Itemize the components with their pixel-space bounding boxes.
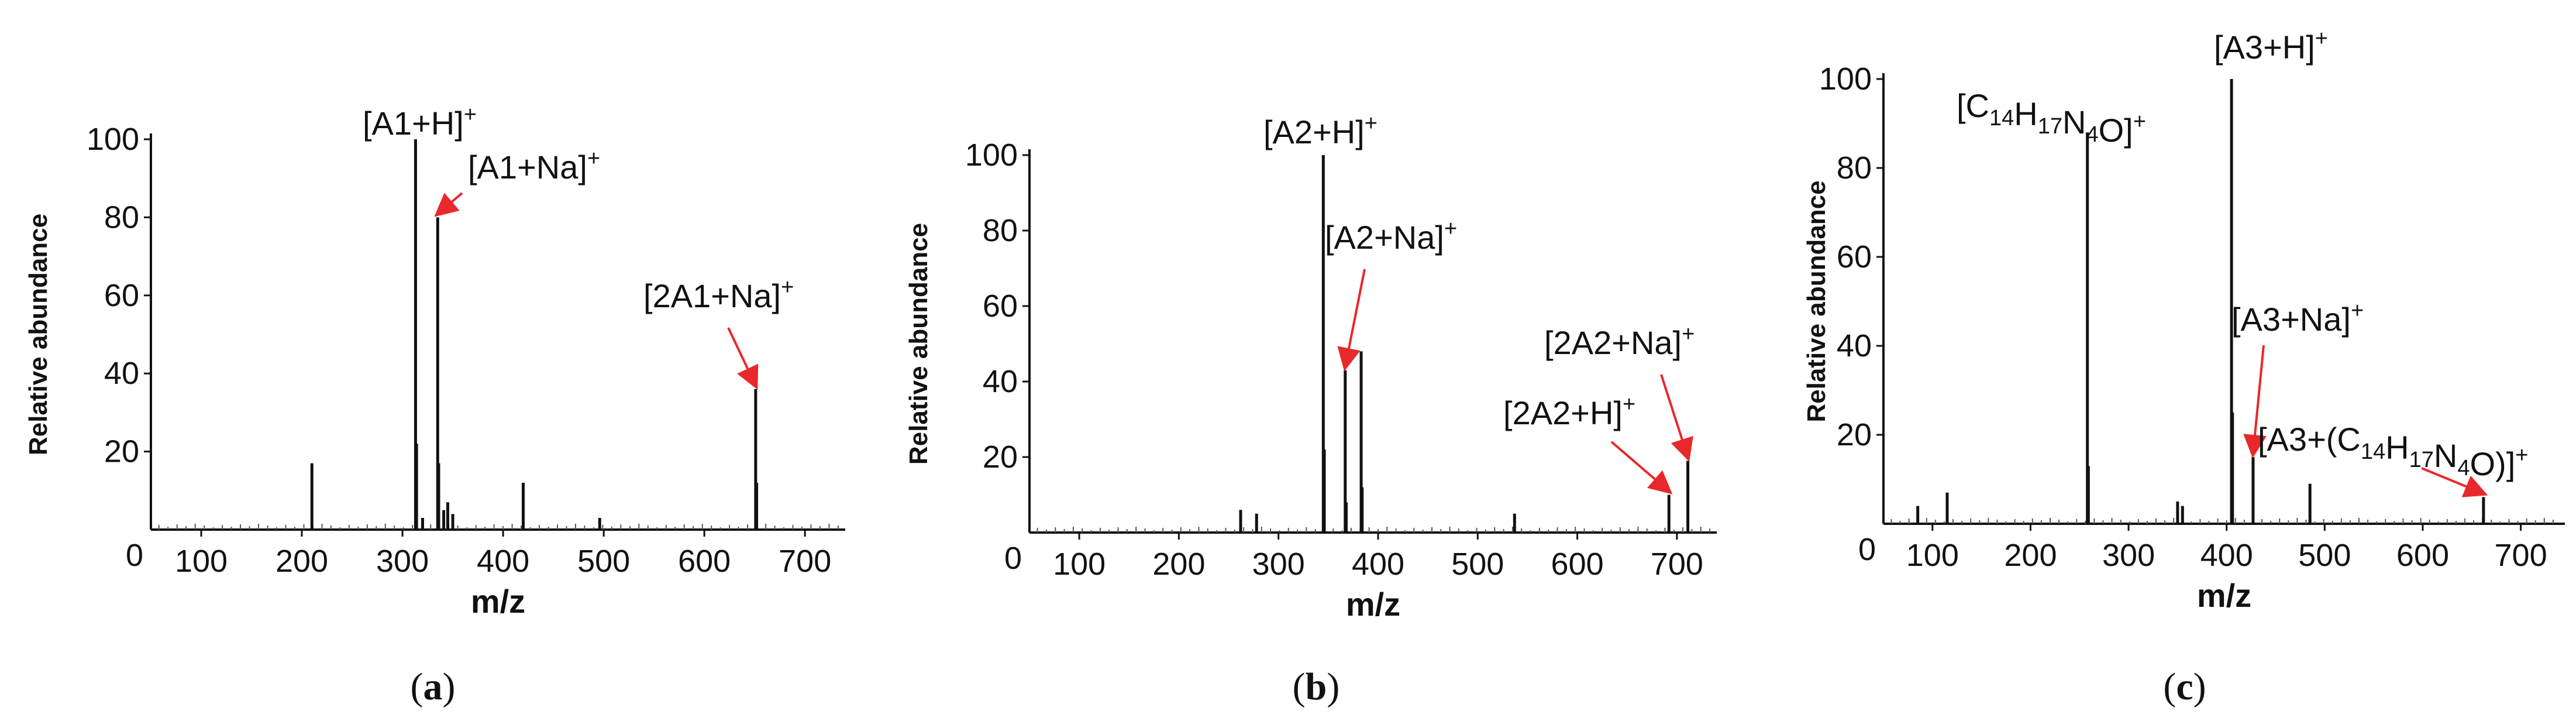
y-axis-title: Relative abundance [1802, 180, 1831, 422]
x-tick-label: 100 [1053, 547, 1106, 582]
peak-annotation: [A1+Na]+ [468, 146, 600, 186]
annotation-arrow [1610, 441, 1673, 495]
y-tick-label: 60 [1837, 239, 1872, 274]
x-tick-label: 200 [2004, 538, 2057, 573]
x-axis-title: m/z [1346, 586, 1400, 623]
x-tick-label: 300 [1252, 547, 1305, 582]
origin-zero-label: 0 [1004, 541, 1022, 576]
peak-annotation: [A3+(C14H17N4O)]+ [2258, 421, 2528, 482]
y-tick-label: 100 [87, 122, 139, 157]
spectrum-panel: 100 200 300 400 500 600 700 0 20 40 60 80 100 m/z Rela… [24, 102, 845, 708]
annotation-arrow [2243, 345, 2267, 458]
peak-annotation: [A3+H]+ [2214, 26, 2328, 66]
y-tick-label: 60 [104, 278, 139, 313]
peak-annotation: [A2+Na]+ [1325, 217, 1457, 256]
panel-label: (b) [1293, 665, 1340, 708]
peak-annotation: [2A2+Na]+ [1544, 322, 1695, 361]
x-tick-label: 300 [376, 544, 429, 579]
x-tick-label: 400 [477, 544, 529, 579]
peak-annotation: [2A2+H]+ [1503, 392, 1635, 431]
x-tick-label: 600 [1551, 547, 1604, 582]
y-tick-label: 40 [983, 364, 1018, 399]
panel-label: (c) [2163, 665, 2206, 708]
peak-annotation: [A2+H]+ [1263, 111, 1377, 150]
origin-zero-label: 0 [126, 538, 143, 573]
x-tick-label: 400 [2200, 538, 2253, 573]
y-tick-label: 20 [983, 439, 1018, 475]
annotation-arrow [727, 327, 759, 390]
annotation-arrow [1660, 374, 1693, 462]
x-tick-label: 400 [1352, 547, 1404, 582]
x-tick-label: 500 [2298, 538, 2351, 573]
y-tick-label: 20 [104, 434, 139, 469]
x-tick-label: 100 [175, 544, 228, 579]
panel-label: (a) [411, 665, 456, 708]
annotation-arrow [1337, 269, 1366, 372]
y-tick-label: 100 [965, 138, 1018, 173]
y-tick-label: 40 [1837, 328, 1872, 363]
x-tick-label: 700 [1651, 547, 1703, 582]
x-axis-title: m/z [2197, 577, 2251, 614]
y-tick-label: 100 [1819, 61, 1872, 97]
y-tick-label: 60 [983, 289, 1018, 324]
x-tick-label: 300 [2102, 538, 2155, 573]
origin-zero-label: 0 [1858, 532, 1876, 567]
y-tick-label: 20 [1837, 417, 1872, 452]
peak-annotation: [2A1+Na]+ [643, 275, 794, 314]
peak-annotation: [A1+H]+ [363, 102, 477, 142]
x-axis-title: m/z [471, 583, 525, 620]
y-axis-title: Relative abundance [24, 214, 53, 455]
x-tick-label: 200 [275, 544, 328, 579]
y-tick-label: 40 [104, 356, 139, 391]
x-tick-label: 700 [2495, 538, 2547, 573]
x-tick-label: 500 [1451, 547, 1504, 582]
annotation-arrow [2421, 467, 2488, 497]
x-tick-label: 500 [577, 544, 630, 579]
peak-annotation: [C14H17N4O]+ [1957, 87, 2146, 149]
x-tick-label: 100 [1906, 538, 1959, 573]
x-tick-label: 200 [1152, 547, 1205, 582]
annotation-arrow [434, 192, 463, 217]
spectrum-panel: 100 200 300 400 500 600 700 0 20 40 60 80 100 m/z Rela… [1802, 26, 2565, 708]
x-tick-label: 600 [2396, 538, 2449, 573]
spectrum-panel: 100 200 300 400 500 600 700 0 20 40 60 80 100 m/z Rela… [904, 111, 1717, 708]
y-tick-label: 80 [1837, 150, 1872, 186]
y-axis-title: Relative abundance [904, 223, 933, 465]
x-tick-label: 600 [678, 544, 731, 579]
y-tick-label: 80 [104, 200, 139, 235]
x-tick-label: 700 [779, 544, 831, 579]
y-tick-label: 80 [983, 213, 1018, 248]
peak-annotation: [A3+Na]+ [2231, 298, 2364, 338]
